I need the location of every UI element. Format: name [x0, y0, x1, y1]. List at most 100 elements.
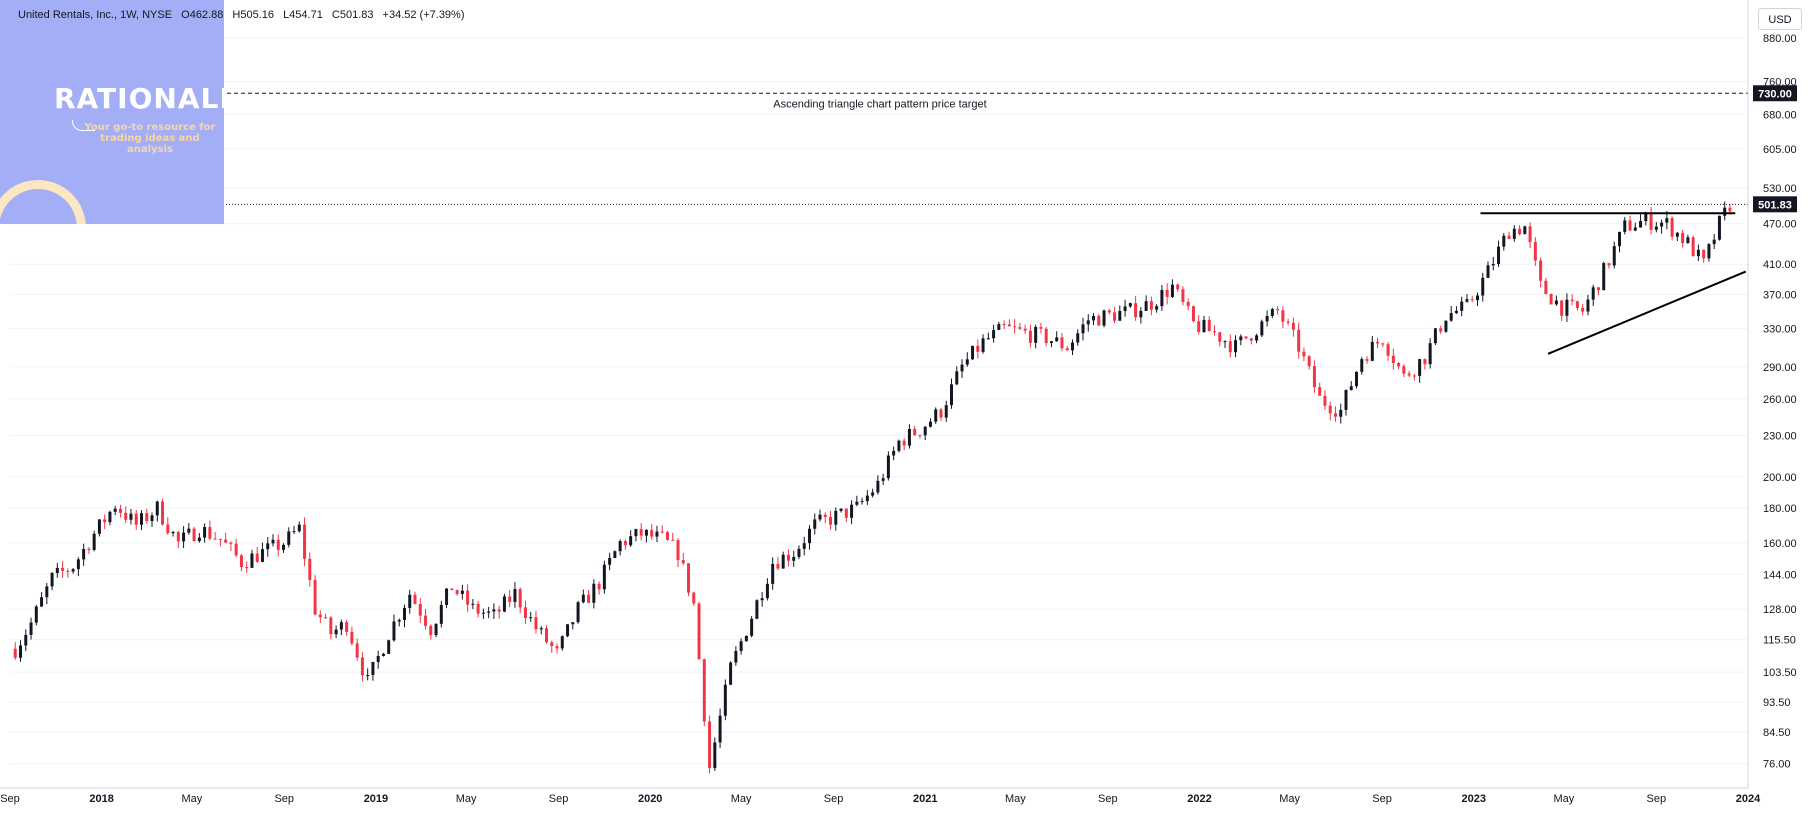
candle-body: [602, 564, 606, 590]
candle-body: [350, 631, 354, 644]
candle: [629, 530, 633, 547]
logo-tagline: Your go-to resource for trading ideas an…: [84, 122, 216, 155]
candle: [723, 679, 727, 721]
candle-body: [1407, 373, 1411, 376]
candle: [592, 579, 596, 609]
candle-body: [1307, 356, 1311, 367]
candle-body: [534, 617, 538, 630]
target-price-label: 730.00: [1753, 85, 1797, 102]
candle-body: [1470, 299, 1474, 301]
candle-body: [197, 537, 201, 542]
candle-body: [313, 579, 317, 615]
candle-body: [1365, 359, 1369, 361]
candle: [434, 623, 438, 638]
candle-body: [1055, 337, 1059, 342]
candle-body: [1186, 301, 1190, 307]
candle: [1349, 381, 1353, 391]
candle: [1023, 324, 1027, 335]
x-tick-label: Sep: [274, 793, 294, 805]
candle-body: [161, 501, 165, 525]
candle: [1260, 319, 1264, 338]
candle-body: [471, 603, 475, 605]
candle-body: [1002, 324, 1006, 326]
candle: [981, 334, 985, 354]
x-tick-label: May: [731, 793, 752, 805]
candle: [1134, 295, 1138, 321]
candle-body: [723, 684, 727, 716]
candle: [597, 581, 601, 595]
candle: [944, 400, 948, 422]
candle: [665, 531, 669, 541]
candle-body: [1218, 332, 1222, 342]
x-tick-label: 2020: [638, 793, 662, 805]
candle: [834, 507, 838, 531]
candle: [518, 587, 522, 614]
y-tick-label: 605.00: [1763, 144, 1797, 156]
candle: [1265, 310, 1269, 327]
candle: [1702, 249, 1706, 263]
candle: [1228, 334, 1232, 358]
candle-body: [834, 510, 838, 525]
candle-body: [460, 590, 464, 594]
candle: [1333, 406, 1337, 422]
candle: [203, 523, 207, 543]
y-tick-label: 680.00: [1763, 109, 1797, 121]
candle: [1533, 237, 1537, 267]
candle-body: [1312, 366, 1316, 388]
currency-button[interactable]: USD: [1758, 8, 1802, 30]
candle-body: [818, 514, 822, 520]
candle: [1397, 361, 1401, 370]
candle-body: [981, 338, 985, 352]
candle-body: [182, 532, 186, 542]
candle-body: [255, 553, 259, 562]
candle: [392, 614, 396, 642]
candle: [192, 526, 196, 542]
candle: [776, 556, 780, 571]
candle-body: [744, 635, 748, 642]
candle: [1465, 294, 1469, 303]
candle: [618, 539, 622, 556]
candle-body: [781, 554, 785, 569]
candle-body: [1586, 299, 1590, 312]
candle-body: [1723, 207, 1727, 216]
candle-body: [892, 450, 896, 456]
candle-body: [1418, 359, 1422, 376]
candle-body: [397, 619, 401, 622]
candle: [1712, 233, 1716, 250]
candle-body: [1176, 284, 1180, 290]
candle-body: [550, 642, 554, 647]
candle-body: [260, 549, 264, 562]
candle: [739, 638, 743, 655]
candle-body: [134, 513, 138, 525]
candle: [566, 624, 570, 638]
candle: [623, 539, 627, 550]
candle: [303, 517, 307, 567]
x-tick-label: Sep: [1098, 793, 1118, 805]
candle-body: [1234, 340, 1238, 353]
candle: [1070, 339, 1074, 356]
candle-body: [1092, 315, 1096, 321]
candle: [1360, 356, 1364, 375]
x-tick-label: 2019: [364, 793, 388, 805]
candle: [1202, 315, 1206, 333]
candle: [1502, 233, 1506, 251]
candle: [1191, 305, 1195, 323]
candle-body: [492, 609, 496, 612]
candle: [1244, 336, 1248, 340]
candle: [881, 473, 885, 485]
candle-body: [213, 538, 217, 540]
candle-body: [1507, 235, 1511, 239]
candle-body: [687, 563, 691, 593]
candle: [1370, 335, 1374, 362]
candle-body: [1686, 237, 1690, 244]
candle: [1460, 296, 1464, 317]
candle-body: [371, 661, 375, 676]
candle-body: [871, 492, 875, 496]
candle: [418, 598, 422, 623]
candle-body: [1149, 301, 1153, 310]
x-tick-label: 2022: [1187, 793, 1211, 805]
candle: [965, 352, 969, 367]
candle: [339, 619, 343, 636]
candle-body: [1649, 213, 1653, 230]
